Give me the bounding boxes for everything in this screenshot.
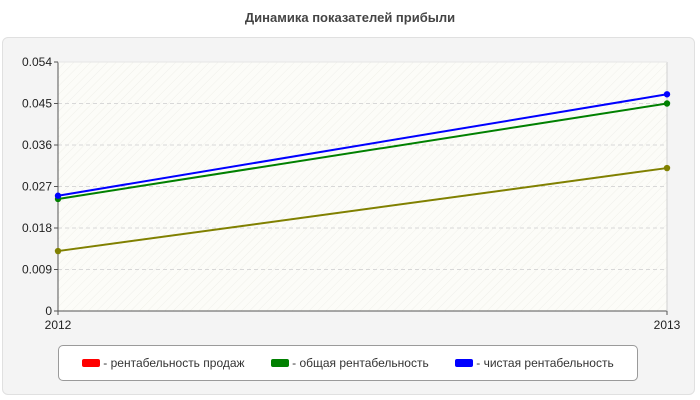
y-tick-label: 0.036 — [22, 138, 52, 152]
y-tick-label: 0.027 — [22, 180, 52, 194]
series-point-0 — [663, 164, 671, 172]
legend-item-total[interactable]: - общая рентабельность — [271, 356, 429, 370]
legend-label-net: чистая рентабельность — [483, 356, 614, 370]
y-tick-label: 0.045 — [22, 97, 52, 111]
legend-swatch-total — [271, 359, 290, 367]
y-tick-label: 0.018 — [22, 221, 52, 235]
legend-label-sales: рентабельность продаж — [110, 356, 245, 370]
legend-item-sales[interactable]: - рентабельность продаж — [82, 356, 245, 370]
y-tick-label: 0.009 — [22, 263, 52, 277]
legend: - рентабельность продаж - общая рентабел… — [58, 345, 638, 381]
series-point-0 — [54, 247, 62, 255]
legend-dash: - — [292, 356, 300, 370]
series-line-0 — [57, 167, 668, 253]
x-tick-label: 2012 — [45, 318, 72, 332]
legend-swatch-sales — [82, 359, 101, 367]
chart-title: Динамика показателей прибыли — [244, 10, 456, 25]
series-point-2 — [663, 91, 671, 98]
legend-item-net[interactable]: - чистая рентабельность — [455, 356, 614, 370]
legend-dash: - — [103, 356, 111, 370]
legend-swatch-net — [455, 359, 474, 367]
y-tick-label: 0 — [45, 304, 52, 318]
legend-label-total: общая рентабельность — [299, 356, 429, 370]
series-point-1 — [663, 100, 671, 107]
series-line-2 — [57, 93, 668, 197]
legend-dash: - — [476, 356, 484, 370]
y-tick-label: 0.054 — [22, 55, 52, 69]
x-tick-label: 2013 — [654, 318, 681, 332]
series-point-2 — [54, 192, 62, 199]
series-line-1 — [57, 102, 668, 200]
